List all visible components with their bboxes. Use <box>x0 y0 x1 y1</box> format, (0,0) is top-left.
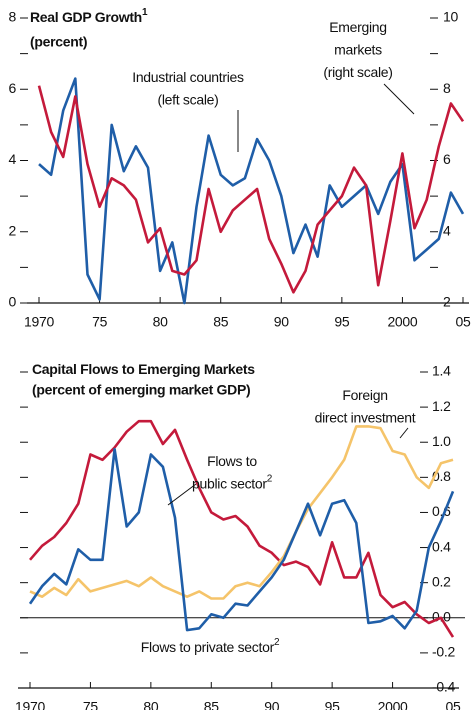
x-tick-label: 95 <box>325 699 340 710</box>
x-tick-label: 85 <box>213 314 228 330</box>
x-tick-label: 90 <box>264 699 279 710</box>
y2-tick-label: 8 <box>443 80 451 96</box>
annotation: Industrial countries <box>132 69 244 85</box>
x-tick-label: 1970 <box>15 699 45 710</box>
x-tick-label: 05 <box>446 699 461 710</box>
y-tick-label: 6 <box>9 80 17 96</box>
y-tick-label: 2 <box>9 222 17 238</box>
y2-tick-label: 10 <box>443 9 458 25</box>
leader-line <box>383 83 415 115</box>
x-tick-label: 90 <box>274 314 289 330</box>
series-line <box>29 419 455 638</box>
annotation: markets <box>334 41 382 57</box>
x-tick-label: 1970 <box>24 314 54 330</box>
annotation: public sector2 <box>192 473 273 491</box>
x-tick-label: 75 <box>83 699 98 710</box>
annotation-text: direct investment <box>315 409 416 425</box>
x-tick-label: 05 <box>456 314 471 330</box>
footnote-mark: 2 <box>267 473 273 484</box>
y-tick-label: 0.4 <box>432 538 451 554</box>
y-tick-label: 0.2 <box>432 573 451 589</box>
footnote-mark: 1 <box>142 7 148 18</box>
annotation-text: markets <box>334 41 382 57</box>
annotation: Foreign <box>342 387 387 403</box>
series-line <box>38 77 465 305</box>
x-tick-label: 95 <box>334 314 349 330</box>
annotation: direct investment <box>315 409 416 425</box>
y2-tick-label: 2 <box>443 294 451 310</box>
y-tick-label: 0.0 <box>432 608 451 624</box>
annotation: Flows to private sector2 <box>141 637 280 655</box>
annotation: Emerging <box>329 19 387 35</box>
y-tick-label: -0.2 <box>432 644 455 660</box>
annotation-text: (left scale) <box>158 91 219 107</box>
y2-tick-label: 6 <box>443 151 451 167</box>
y-tick-label: 1.0 <box>432 433 451 449</box>
annotation-text: Emerging <box>329 19 387 35</box>
chart-subtitle: (percent of emerging market GDP) <box>32 382 250 398</box>
y-tick-label: 4 <box>9 151 17 167</box>
y-tick-label: 0 <box>9 294 17 310</box>
footnote-mark: 2 <box>274 637 280 648</box>
annotation-text: Flows to private sector <box>141 639 275 655</box>
chart-title: Capital Flows to Emerging Markets <box>32 361 255 377</box>
annotation-text: Industrial countries <box>132 69 244 85</box>
x-tick-label: 80 <box>153 314 168 330</box>
x-tick-label: 2000 <box>378 699 408 710</box>
annotation-text: (right scale) <box>323 64 392 80</box>
x-tick-label: 85 <box>204 699 219 710</box>
annotation-text: Flows to <box>207 453 257 469</box>
x-tick-label: 80 <box>143 699 158 710</box>
annotation: (right scale) <box>323 64 392 80</box>
y-tick-label: 1.2 <box>432 398 451 414</box>
chart-title-text: Capital Flows to Emerging Markets <box>32 361 255 377</box>
y-tick-label: 8 <box>9 9 17 25</box>
annotation-text: Foreign <box>342 387 387 403</box>
y-tick-label: 1.4 <box>432 363 451 379</box>
series-line <box>28 447 455 632</box>
annotation: Flows to <box>207 453 257 469</box>
chart-title: Real GDP Growth1 <box>30 7 148 25</box>
leader-line <box>399 427 409 439</box>
y-tick-label: -0.4 <box>432 679 455 695</box>
series-line <box>37 85 465 294</box>
leader-line <box>167 483 197 506</box>
series-line <box>29 425 454 600</box>
y2-tick-label: 4 <box>443 222 451 238</box>
chart-title-text: Real GDP Growth <box>30 9 142 25</box>
x-tick-label: 2000 <box>387 314 417 330</box>
x-tick-label: 75 <box>92 314 107 330</box>
annotation: (left scale) <box>158 91 219 107</box>
annotation-text: public sector <box>192 475 267 491</box>
chart-subtitle: (percent) <box>30 34 87 50</box>
